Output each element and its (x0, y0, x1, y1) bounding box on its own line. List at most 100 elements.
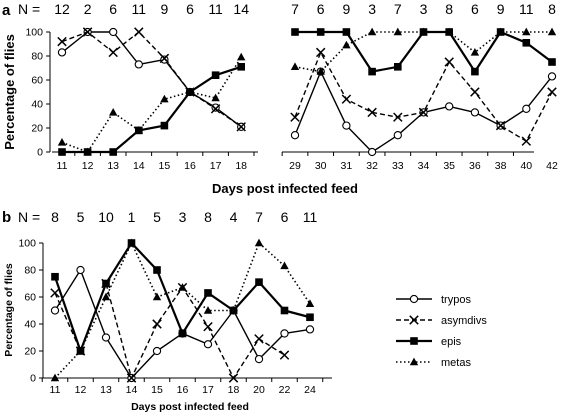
panel-a-seg0-asymdivs-point-1 (82, 27, 93, 37)
panel-b-asymdivs-line (54, 282, 285, 379)
panel-a-seg0-asymdivs-point-2 (108, 47, 118, 58)
panel-a-x-tick-label: 16 (184, 160, 196, 172)
panel-b-y-tick-label: 80 (24, 265, 36, 277)
panel-b-metas-point-6 (203, 306, 213, 314)
panel-b-metas-point-2 (101, 292, 111, 301)
panel-b-letter: b (2, 209, 11, 226)
panel-a-x-tick-label: 14 (133, 160, 145, 172)
panel-a-y-tick-label: 60 (31, 75, 43, 87)
panel-b-x-tick-label: 22 (279, 384, 291, 396)
panel-a-seg0-trypos-line (61, 31, 242, 128)
panel-a-seg1-metas-point-9 (522, 27, 531, 36)
panel-a-seg1-metas-point-8 (496, 27, 505, 36)
panel-b-n-count: 11 (303, 209, 318, 225)
panel-b-epis-point-8 (255, 278, 263, 286)
panel-b-trypos-point-6 (203, 340, 213, 349)
panel-a-seg1-asymdivs-point-4 (393, 112, 403, 122)
panel-a-seg1-asymdivs-point-6 (444, 57, 454, 67)
panel-a-seg1-trypos-point-2 (342, 121, 351, 130)
panel-a-seg0-metas-point-2 (109, 108, 118, 116)
panel-a-n-count: 6 (317, 1, 325, 17)
panel-a-n-count: 9 (343, 1, 351, 17)
panel-b-trypos-point-9 (280, 329, 289, 338)
panel-b-epis-point-4 (153, 266, 161, 274)
panel-b-n-count: 7 (255, 209, 263, 225)
panel-b-y-tick-label: 100 (18, 238, 36, 250)
panel-b-trypos-point-2 (101, 333, 111, 342)
panel-a-seg0-metas-point-4 (160, 94, 169, 103)
panel-b-metas-point-3 (127, 238, 136, 247)
panel-a-x-tick-label: 30 (315, 160, 327, 172)
panel-a-seg0-asymdivs-line (61, 31, 242, 128)
panel-a-seg0-trypos-point-0 (57, 48, 67, 57)
panel-b-n-count: 8 (204, 209, 212, 225)
panel-a-seg1-metas-point-7 (470, 48, 480, 56)
panel-a-x-tick-label: 33 (392, 160, 404, 172)
panel-a-seg1-metas-point-2 (342, 40, 351, 49)
panel-a-n-count: 11 (208, 1, 223, 17)
panel-a-y-axis-label: Percentage of flies (2, 34, 17, 150)
panel-a-seg0-trypos-point-4 (160, 55, 169, 64)
panel-b-metas-point-4 (152, 292, 162, 301)
panel-b-asymdivs-point-7 (228, 373, 239, 383)
panel-b-n-count: 3 (179, 209, 187, 225)
panel-a-n-count: 9 (161, 1, 169, 17)
panel-a-seg0-asymdivs-point-6 (210, 104, 221, 114)
panel-a-seg0-epis-point-6 (211, 71, 220, 79)
panel-b-epis-point-10 (306, 313, 314, 322)
panel-a-seg1-asymdivs-point-2 (341, 94, 352, 104)
panel-a-x-tick-label: 38 (495, 160, 507, 172)
panel-b-asymdivs-point-8 (254, 334, 264, 344)
panel-a-n-count: 7 (291, 1, 299, 17)
panel-a-n-count: 12 (54, 1, 70, 17)
panel-a-x-tick-label: 32 (366, 160, 378, 172)
panel-b-asymdivs-point-9 (279, 350, 290, 360)
panel-a-y-tick-label: 100 (25, 27, 43, 39)
legend-trypos-label: trypos (441, 294, 471, 306)
panel-a-seg0-trypos-point-3 (134, 60, 143, 69)
panel-a-seg1-trypos-point-7 (470, 108, 480, 117)
panel-a-n-count: 3 (368, 1, 376, 17)
panel-b-trypos-point-8 (254, 354, 264, 364)
panel-a-y-tick-label: 0 (37, 147, 43, 159)
panel-a-n-count: 6 (471, 1, 479, 17)
panel-b-epis-point-6 (204, 289, 212, 297)
panel-a-seg1-asymdivs-point-0 (290, 112, 300, 122)
panel-a-seg1-asymdivs-point-3 (367, 107, 377, 118)
panel-a-n-count: 8 (548, 1, 556, 17)
panel-a-seg1-trypos-point-10 (547, 72, 557, 81)
panel-a-seg1-epis-point-1 (316, 28, 325, 36)
panel-a-n-count: 3 (420, 1, 428, 17)
panel-b-legend: trypos asymdivs epis metas (396, 294, 487, 369)
legend-metas-marker (409, 357, 419, 366)
panel-a-seg1-metas-point-0 (290, 62, 300, 70)
legend-trypos-marker (409, 294, 419, 304)
panel-b-epis-point-2 (102, 279, 110, 288)
panel-b-x-tick-label: 15 (151, 384, 163, 396)
panel-a-x-tick-label: 11 (57, 160, 68, 172)
panel-a-seg1-metas-point-6 (445, 27, 454, 36)
panel-a-seg1-metas-point-4 (393, 27, 402, 36)
panel-b-metas-point-7 (229, 306, 238, 314)
panel-a-x-tick-label: 35 (443, 160, 455, 172)
panel-a-x-axis-label: Days post infected feed (212, 181, 358, 196)
panel-a-n-count: 8 (445, 1, 453, 17)
panel-b-n-count: 8 (51, 209, 59, 225)
panel-a-y-tick-label: 20 (31, 123, 43, 135)
panel-b-asymdivs-point-0 (50, 288, 60, 298)
panel-a-seg0-epis-point-7 (237, 63, 245, 71)
panel-b-epis-point-9 (280, 306, 289, 315)
panel-a-seg1-asymdivs-point-9 (521, 136, 532, 146)
panel-a-seg1-asymdivs-point-8 (495, 120, 506, 131)
panel-b-metas-point-10 (305, 299, 315, 307)
panel-a-x-tick-label: 13 (107, 160, 119, 172)
panel-b-n-count: 5 (153, 209, 161, 225)
panel-a-seg1-metas-point-5 (419, 27, 428, 36)
panel-a-seg0-epis-point-4 (160, 121, 169, 130)
panel-b-metas-point-0 (50, 373, 60, 382)
panel-a-seg1-trypos-point-3 (367, 147, 377, 157)
panel-a-n-count: 11 (519, 1, 534, 17)
panel-a-seg0-trypos-point-6 (211, 103, 220, 112)
panel-a-seg1-epis-line (295, 30, 553, 73)
panel-a: 0 20 40 60 80 100 11 12 12 2 13 6 14 11 15 9 16 6 17 11 18 14… (2, 1, 558, 196)
